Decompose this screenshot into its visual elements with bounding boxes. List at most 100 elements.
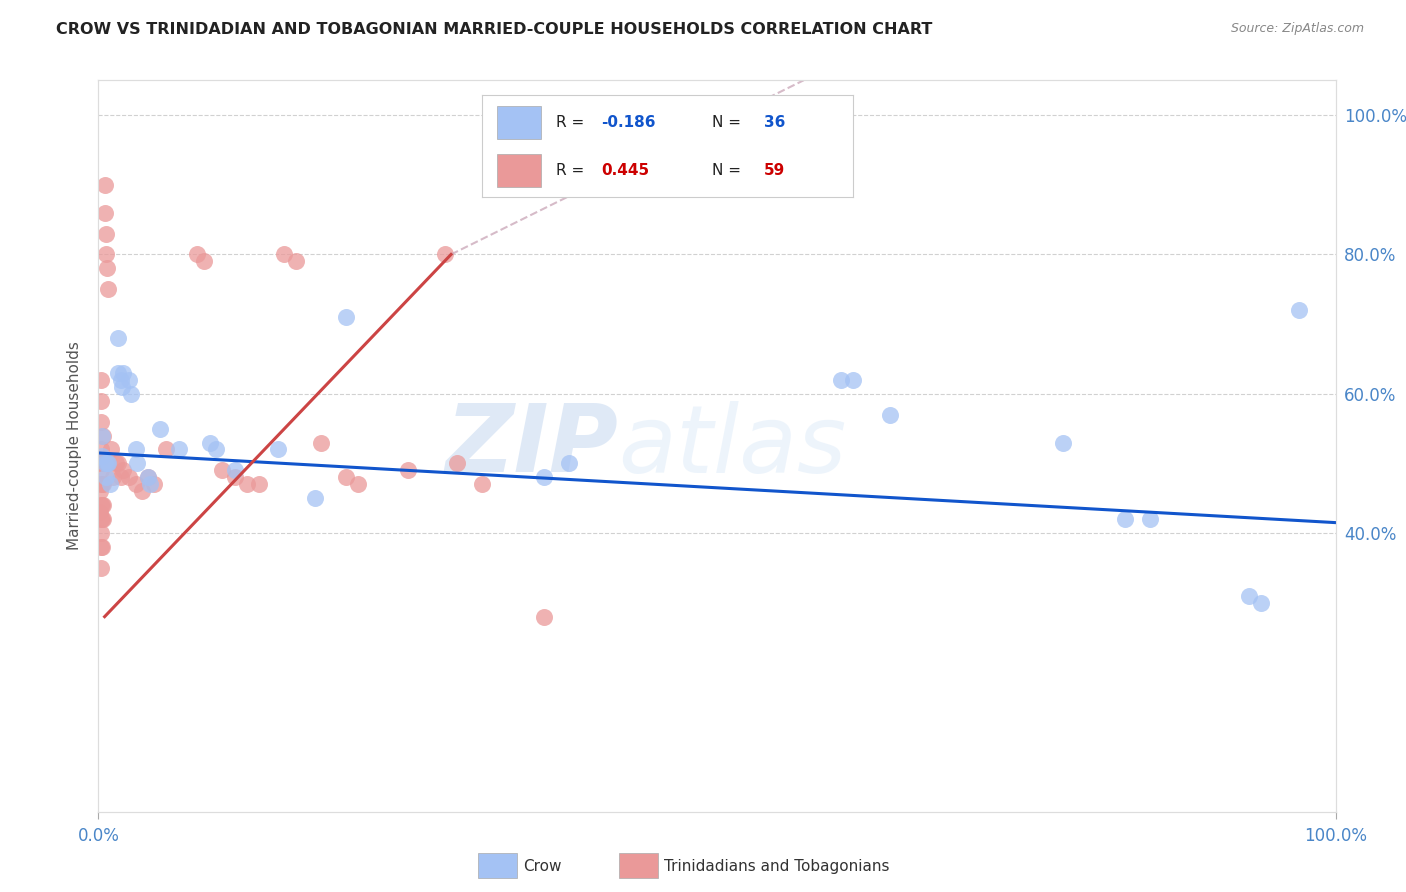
Point [446, 457, 468, 471]
Point [97, 282, 120, 296]
Point [236, 477, 259, 491]
Point [90, 442, 112, 457]
Point [1052, 435, 1074, 450]
Point [94, 247, 117, 261]
Point [90, 477, 112, 491]
Point [112, 463, 135, 477]
Point [155, 442, 177, 457]
Point [124, 442, 146, 457]
Point [224, 463, 246, 477]
Point [149, 421, 172, 435]
Point [136, 470, 159, 484]
Text: ZIP: ZIP [446, 400, 619, 492]
Point [94, 227, 117, 241]
Point [96, 457, 118, 471]
Point [93, 498, 115, 512]
Point [1250, 596, 1272, 610]
Point [118, 373, 141, 387]
Point [112, 366, 135, 380]
Point [90, 526, 112, 541]
Point [91, 450, 114, 464]
Point [93, 477, 115, 491]
Point [107, 331, 129, 345]
Point [90, 463, 112, 477]
Point [90, 512, 112, 526]
Point [110, 373, 132, 387]
Text: atlas: atlas [619, 401, 846, 491]
Point [100, 442, 122, 457]
Point [93, 457, 115, 471]
Point [91, 512, 114, 526]
Point [89, 457, 111, 471]
Point [107, 366, 129, 380]
Point [533, 609, 555, 624]
Point [198, 435, 221, 450]
Point [167, 442, 190, 457]
Point [91, 498, 114, 512]
Text: Crow: Crow [523, 859, 561, 873]
Point [1114, 512, 1136, 526]
Point [205, 442, 228, 457]
Point [93, 428, 115, 442]
Text: Source: ZipAtlas.com: Source: ZipAtlas.com [1230, 22, 1364, 36]
Point [211, 463, 233, 477]
Point [335, 470, 357, 484]
Point [97, 457, 120, 471]
Text: CROW VS TRINIDADIAN AND TOBAGONIAN MARRIED-COUPLE HOUSEHOLDS CORRELATION CHART: CROW VS TRINIDADIAN AND TOBAGONIAN MARRI… [56, 22, 932, 37]
Point [91, 428, 114, 442]
Point [842, 373, 865, 387]
Point [91, 457, 114, 471]
Point [120, 386, 142, 401]
Point [1139, 512, 1161, 526]
Point [124, 477, 146, 491]
Y-axis label: Married-couple Households: Married-couple Households [67, 342, 83, 550]
Point [89, 484, 111, 499]
Point [125, 457, 148, 471]
Point [96, 261, 118, 276]
Point [90, 415, 112, 429]
Point [90, 540, 112, 554]
Point [1288, 303, 1310, 318]
Point [107, 457, 129, 471]
Point [136, 470, 159, 484]
Text: Trinidadians and Tobagonians: Trinidadians and Tobagonians [664, 859, 889, 873]
Point [335, 310, 357, 325]
Point [533, 470, 555, 484]
Point [347, 477, 370, 491]
Point [110, 470, 132, 484]
Point [285, 254, 308, 268]
Point [91, 540, 114, 554]
Point [93, 178, 115, 192]
Point [1237, 589, 1260, 603]
Point [131, 484, 153, 499]
Point [139, 477, 162, 491]
Point [118, 470, 141, 484]
Point [89, 505, 111, 519]
Point [309, 435, 332, 450]
Point [247, 477, 270, 491]
Point [103, 470, 125, 484]
Point [93, 457, 115, 471]
Point [90, 561, 112, 575]
Point [433, 247, 456, 261]
Point [267, 442, 290, 457]
Point [90, 373, 112, 387]
Point [396, 463, 419, 477]
Point [90, 498, 112, 512]
Point [471, 477, 494, 491]
Point [98, 477, 121, 491]
Point [90, 393, 112, 408]
Point [186, 247, 208, 261]
Point [830, 373, 852, 387]
Point [304, 491, 326, 506]
Point [94, 470, 117, 484]
Point [111, 380, 134, 394]
Point [273, 247, 295, 261]
Point [93, 205, 115, 219]
Point [879, 408, 901, 422]
Point [143, 477, 166, 491]
Point [104, 457, 127, 471]
Point [93, 512, 115, 526]
Point [557, 457, 579, 471]
Point [193, 254, 215, 268]
